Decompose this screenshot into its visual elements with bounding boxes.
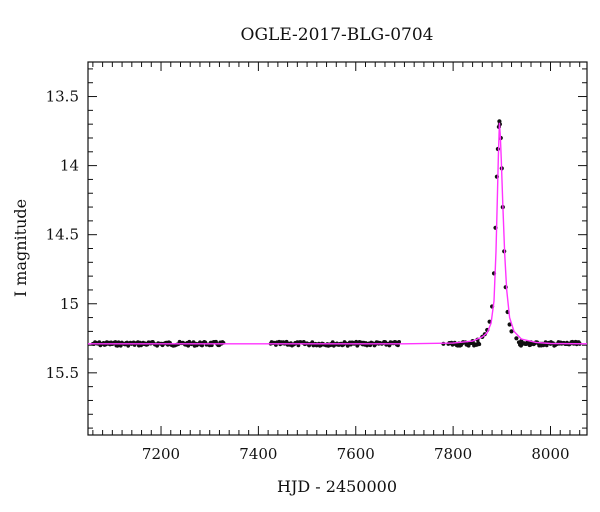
y-tick-label: 14 xyxy=(60,157,79,175)
y-axis-label: I magnitude xyxy=(11,199,30,297)
data-point xyxy=(507,322,512,327)
x-axis-label: HJD - 2450000 xyxy=(277,477,397,496)
chart-title: OGLE-2017-BLG-0704 xyxy=(241,25,434,45)
data-point xyxy=(519,339,524,344)
y-tick-label: 13.5 xyxy=(46,88,79,106)
y-tick-label: 14.5 xyxy=(46,226,79,244)
data-point xyxy=(477,342,482,347)
model-curve-group xyxy=(88,122,588,345)
model-curve xyxy=(88,122,588,345)
data-points xyxy=(91,119,582,348)
axis-ticks: 7200 7400 7600 7800 8000 13.5 14 14.5 15 15.5 xyxy=(46,62,587,463)
x-tick-label: 7600 xyxy=(337,445,375,463)
y-tick-label: 15.5 xyxy=(46,364,79,382)
plot-frame xyxy=(87,61,588,436)
x-tick-label: 7800 xyxy=(434,445,472,463)
data-point xyxy=(509,329,514,334)
x-tick-label: 7200 xyxy=(142,445,180,463)
data-point xyxy=(113,340,118,344)
data-point xyxy=(397,340,401,344)
x-tick-label: 8000 xyxy=(531,445,569,463)
x-tick-label: 7400 xyxy=(239,445,277,463)
data-point xyxy=(186,343,191,348)
y-tick-label: 15 xyxy=(60,295,79,313)
data-point xyxy=(514,336,519,341)
